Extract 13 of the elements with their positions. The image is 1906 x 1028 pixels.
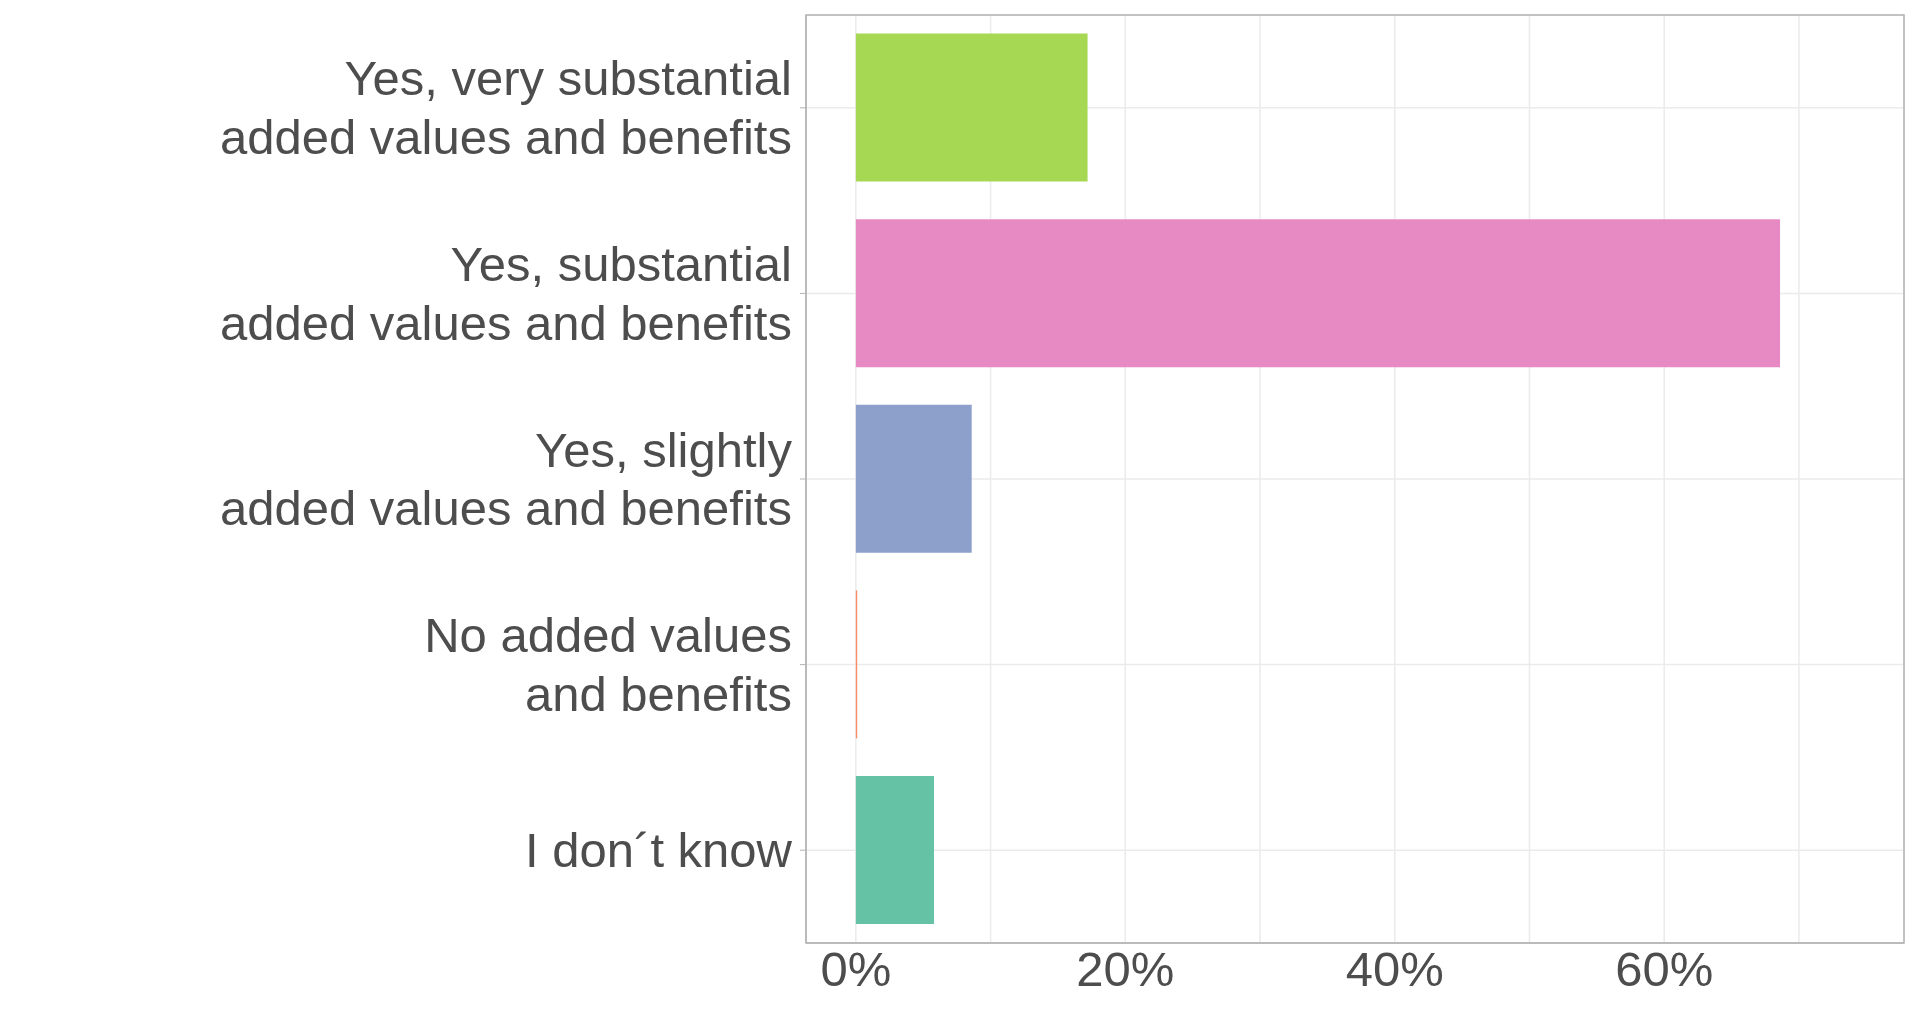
bar <box>855 33 1088 182</box>
y-tick-label: Yes, very substantial added values and benefits <box>219 51 792 165</box>
y-tick-label: I don´t know <box>525 823 793 878</box>
bar <box>855 219 1781 368</box>
bar <box>855 404 972 553</box>
x-tick-label: 40% <box>1345 941 1444 996</box>
x-tick-label: 20% <box>1076 941 1175 996</box>
x-tick-label: 60% <box>1615 941 1714 996</box>
x-tick-label: 0% <box>820 941 892 996</box>
y-tick-label: No added values and benefits <box>424 608 792 721</box>
y-tick-label: Yes, substantial added values and benefits <box>219 237 792 350</box>
y-tick-label: Yes, slightly added values and benefits <box>219 422 793 536</box>
bar <box>855 775 934 924</box>
